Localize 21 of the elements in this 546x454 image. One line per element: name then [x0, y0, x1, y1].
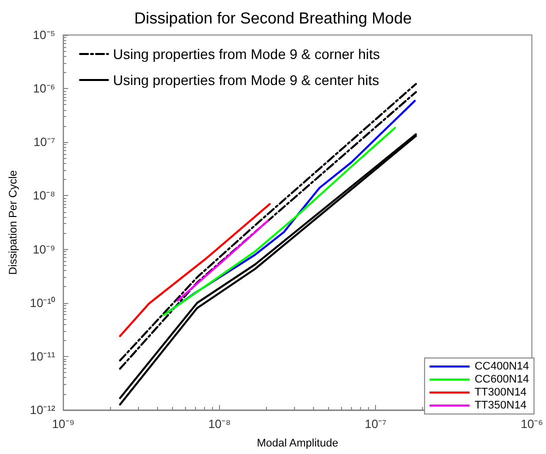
- legend-label: Using properties from Mode 9 & center hits: [113, 72, 380, 88]
- x-tick-label: 10⁻⁹: [52, 417, 74, 431]
- legend-label: TT300N14: [474, 386, 527, 398]
- y-tick-label: 10⁻¹¹: [30, 349, 56, 364]
- x-axis-title: Modal Amplitude: [256, 438, 338, 450]
- y-tick-label: 10⁻⁹: [32, 242, 56, 256]
- legend-label: CC600N14: [474, 374, 529, 386]
- y-tick-label: 10⁻⁸: [32, 188, 56, 203]
- y-tick-label: 10⁻¹⁰: [30, 296, 56, 310]
- legend-label: TT350N14: [474, 400, 527, 412]
- legend-label: Using properties from Mode 9 & corner hits: [113, 46, 380, 62]
- x-tick-label: 10⁻⁶: [520, 417, 544, 431]
- x-tick-label: 10⁻⁷: [364, 417, 387, 431]
- chart-title: Dissipation for Second Breathing Mode: [134, 10, 412, 28]
- y-axis-title: Dissipation Per Cycle: [8, 170, 20, 275]
- y-tick-label: 10⁻⁶: [32, 82, 56, 96]
- y-tick-label: 10⁻⁵: [32, 28, 56, 42]
- y-tick-label: 10⁻¹²: [30, 403, 56, 417]
- y-tick-label: 10⁻⁷: [34, 135, 56, 150]
- x-tick-label: 10⁻⁸: [208, 417, 231, 431]
- legend-label: CC400N14: [474, 360, 529, 372]
